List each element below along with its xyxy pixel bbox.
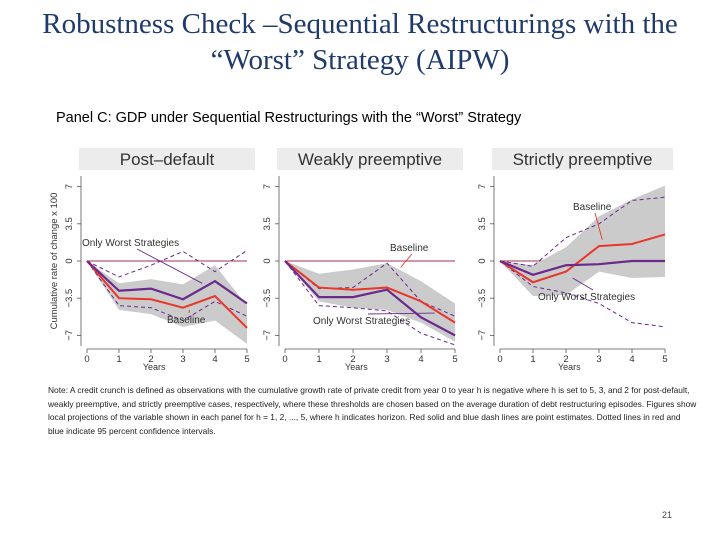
baseline-ci-band [285,261,455,342]
y-tick-label: 3.5 [262,217,273,230]
baseline-annotation: Baseline [573,202,612,213]
annotation-arrow [367,312,435,315]
y-tick-label: 0 [64,258,75,263]
x-tick-label: 2 [350,354,355,365]
x-tick-label: 2 [148,354,153,365]
y-tick-label: 7 [262,184,273,189]
slide-title: Robustness Check –Sequential Restructuri… [0,6,720,78]
panel-title: Post–default [120,150,215,169]
y-tick-label: 3.5 [477,217,488,230]
baseline-line [499,233,666,284]
worst-strategies-annotation: Only Worst Strategies [538,292,635,303]
x-tick-label: 0 [282,354,287,365]
x-axis-label: Years [143,362,166,372]
y-tick-label: −7 [64,330,75,341]
baseline-annotation: Baseline [167,315,206,326]
chart-figure: Post–default 7 3.5 0 −3.5 −7 Cumulative rate o… [49,148,673,372]
panel-title-bg [277,148,463,170]
y-tick-label: 7 [64,184,75,189]
y-tick-label: −7 [262,330,273,341]
x-tick-label: 4 [418,354,423,365]
x-tick-label: 0 [84,354,89,365]
page-number: 21 [662,510,673,520]
x-axis-label: Years [345,362,368,372]
chart-panel-2: Weakly preemptive 7 3.5 0 −3.5 −7 0 1 2 3 4 5 Years B… [262,148,463,372]
x-tick-label: 3 [384,354,389,365]
x-tick-label: 4 [629,354,634,365]
baseline-ci-band [87,261,247,344]
x-tick-label: 1 [530,354,535,365]
y-tick-label: −3.5 [477,289,488,308]
annotation-arrow [400,253,413,268]
baseline-line [284,260,456,324]
worst-strategies-annotation: Only Worst Strategies [313,316,410,327]
chart-panel-3: Strictly preemptive 7 3.5 0 −3.5 −7 0 1 2 3 4 5 Year… [477,148,673,372]
panel-title: Weakly preemptive [298,150,442,169]
x-tick-label: 3 [180,354,185,365]
x-tick-label: 5 [452,354,457,365]
worst-strategies-line [86,260,248,305]
x-tick-label: 4 [212,354,217,365]
worst-ci-line [284,260,456,346]
baseline-line [86,260,248,329]
y-axis-label: Cumulative rate of change x 100 [49,193,60,330]
chart-panel-1: Post–default 7 3.5 0 −3.5 −7 Cumulative rate o… [49,148,255,372]
panel-title-bg [492,148,673,170]
x-tick-label: 0 [497,354,502,365]
y-tick-label: 0 [477,258,488,263]
x-tick-label: 5 [662,354,667,365]
worst-ci-line [86,249,248,278]
figure-note: Note: A credit crunch is defined as obse… [48,385,697,436]
baseline-ci-band [500,185,665,297]
y-tick-label: −3.5 [262,289,273,308]
x-axis-label: Years [558,362,581,372]
panel-title: Strictly preemptive [513,150,653,169]
baseline-annotation: Baseline [390,243,429,254]
x-tick-label: 3 [596,354,601,365]
x-tick-label: 5 [244,354,249,365]
panel-heading: Panel C: GDP under Sequential Restructur… [56,110,522,126]
annotation-arrow [594,212,603,240]
y-tick-label: 7 [477,184,488,189]
y-tick-label: −3.5 [64,289,75,308]
y-tick-label: 3.5 [64,217,75,230]
worst-ci-line [499,260,666,328]
x-tick-label: 1 [116,354,121,365]
worst-strategies-annotation: Only Worst Strategies [82,238,179,249]
y-tick-label: −7 [477,330,488,341]
y-tick-label: 0 [262,258,273,263]
annotation-arrow [572,277,594,291]
annotation-arrow [136,248,203,284]
x-tick-label: 2 [563,354,568,365]
slide-title-line-1: Robustness Check –Sequential Restructuri… [42,8,678,40]
worst-strategies-line [284,260,456,337]
x-tick-label: 1 [316,354,321,365]
worst-strategies-line [499,259,665,276]
panel-title-bg [79,148,255,170]
slide-title-line-2: “Worst” Strategy (AIPW) [210,44,510,76]
worst-ci-line [86,260,248,322]
